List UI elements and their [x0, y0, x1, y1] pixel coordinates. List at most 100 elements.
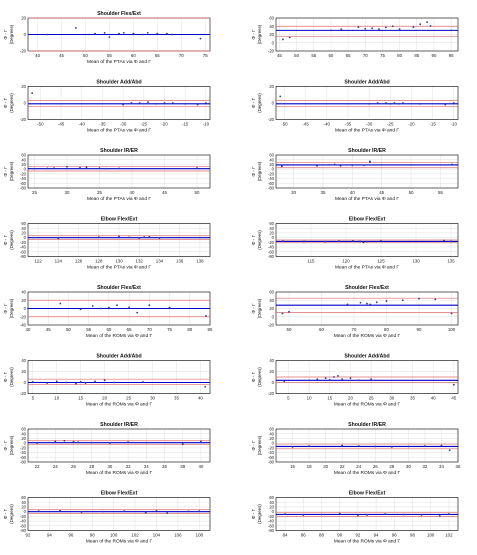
- y-tick-label: -80: [268, 528, 275, 533]
- data-point: [366, 514, 368, 516]
- data-point: [351, 164, 354, 167]
- data-point: [91, 305, 94, 307]
- x-tick-label: 10: [307, 396, 312, 401]
- data-point: [370, 378, 373, 381]
- data-point: [113, 381, 116, 384]
- y-axis-sublabel: Φ - Γ: [251, 371, 256, 382]
- x-tick-label: 10: [54, 396, 59, 401]
- data-point: [142, 381, 144, 383]
- data-point: [166, 512, 169, 514]
- chart-title: Shoulder IR/ER: [100, 148, 138, 154]
- x-tick-label: 135: [447, 259, 455, 264]
- y-tick-label: 60: [269, 427, 274, 432]
- x-tick-label: 90: [337, 533, 342, 538]
- data-point: [349, 377, 352, 379]
- y-tick-label: 60: [21, 221, 26, 226]
- data-point: [346, 303, 349, 306]
- y-tick-label: -40: [20, 519, 27, 524]
- data-point: [46, 167, 49, 170]
- x-tick-label: 55: [438, 190, 443, 195]
- data-point: [384, 26, 387, 29]
- chart-title: Shoulder Flex/Ext: [97, 285, 141, 291]
- x-tick-label: 60: [328, 53, 333, 58]
- data-point: [171, 102, 174, 104]
- data-point: [380, 240, 382, 242]
- y-tick-label: -60: [20, 181, 27, 186]
- data-point: [333, 163, 336, 166]
- data-point: [187, 510, 190, 513]
- x-tick-label: 126: [75, 259, 83, 264]
- data-point: [364, 27, 367, 30]
- data-point: [378, 28, 380, 31]
- data-point: [338, 512, 341, 515]
- y-tick-label: -20: [20, 240, 27, 245]
- chart-title: Elbow Flex/Ext: [101, 217, 138, 223]
- plot-frame: [275, 291, 459, 326]
- y-tick-label: -20: [20, 445, 27, 450]
- data-point: [330, 29, 332, 32]
- chart-panel-11: Shoulder Add/Abd -20 0 20 40 5 10 15 20 25 30 35 40 (…: [3, 354, 211, 408]
- x-tick-label: 50: [195, 190, 200, 195]
- x-tick-label: 94: [374, 533, 379, 538]
- x-tick-label: 94: [47, 533, 52, 538]
- data-point: [357, 445, 360, 447]
- data-point: [147, 101, 149, 104]
- data-point: [324, 240, 326, 243]
- y-tick-label: -20: [20, 314, 27, 319]
- data-point: [303, 240, 305, 243]
- x-tick-label: 25: [126, 396, 131, 401]
- data-point: [53, 167, 55, 170]
- y-tick-label: 0: [24, 509, 27, 514]
- data-point: [66, 165, 68, 168]
- data-point: [142, 33, 144, 36]
- x-tick-label: 30: [406, 464, 411, 469]
- data-point: [57, 237, 60, 240]
- data-point: [127, 441, 129, 444]
- data-point: [279, 95, 282, 98]
- plot-frame: [275, 428, 459, 463]
- data-point: [391, 25, 394, 28]
- x-tick-label: -15: [182, 122, 189, 127]
- data-point: [451, 163, 454, 166]
- y-tick-label: 20: [269, 231, 274, 236]
- data-point: [54, 440, 57, 443]
- y-tick-label: 40: [269, 358, 274, 363]
- x-tick-label: 106: [174, 533, 182, 538]
- data-point: [281, 312, 284, 315]
- data-point: [380, 164, 383, 166]
- y-axis-sublabel: Φ - Γ: [3, 440, 8, 451]
- x-tick-label: 60: [106, 327, 111, 332]
- x-tick-label: 136: [176, 259, 184, 264]
- y-tick-label: 0: [24, 441, 27, 446]
- data-point: [118, 32, 120, 35]
- x-tick-label: 24: [356, 464, 361, 469]
- y-tick-label: -60: [20, 523, 27, 528]
- x-axis-label: Mean of the PTAs via Φ and Γ: [335, 196, 399, 202]
- y-tick-label: 0: [24, 167, 27, 172]
- x-tick-label: -25: [387, 122, 394, 127]
- data-point: [371, 27, 374, 30]
- x-tick-label: -35: [345, 122, 352, 127]
- data-point: [123, 510, 126, 513]
- plot-frame: [27, 86, 211, 120]
- y-axis-sublabel: Φ - Γ: [3, 97, 8, 108]
- x-tick-label: 122: [34, 259, 42, 264]
- y-tick-label: 0: [272, 101, 275, 106]
- x-tick-label: 104: [153, 533, 161, 538]
- data-point: [79, 381, 82, 383]
- x-tick-label: 128: [95, 259, 103, 264]
- data-point: [429, 24, 432, 27]
- x-tick-label: 102: [445, 533, 453, 538]
- y-tick-label: 0: [272, 441, 275, 446]
- x-tick-label: 55: [311, 53, 316, 58]
- x-tick-label: 35: [97, 190, 102, 195]
- y-tick-label: -20: [268, 445, 275, 450]
- x-tick-label: 25: [32, 190, 37, 195]
- x-tick-label: 35: [410, 396, 415, 401]
- data-point: [144, 511, 147, 514]
- x-tick-label: 36: [162, 464, 167, 469]
- data-point: [419, 23, 422, 26]
- x-tick-label: 138: [196, 259, 204, 264]
- data-point: [27, 307, 29, 310]
